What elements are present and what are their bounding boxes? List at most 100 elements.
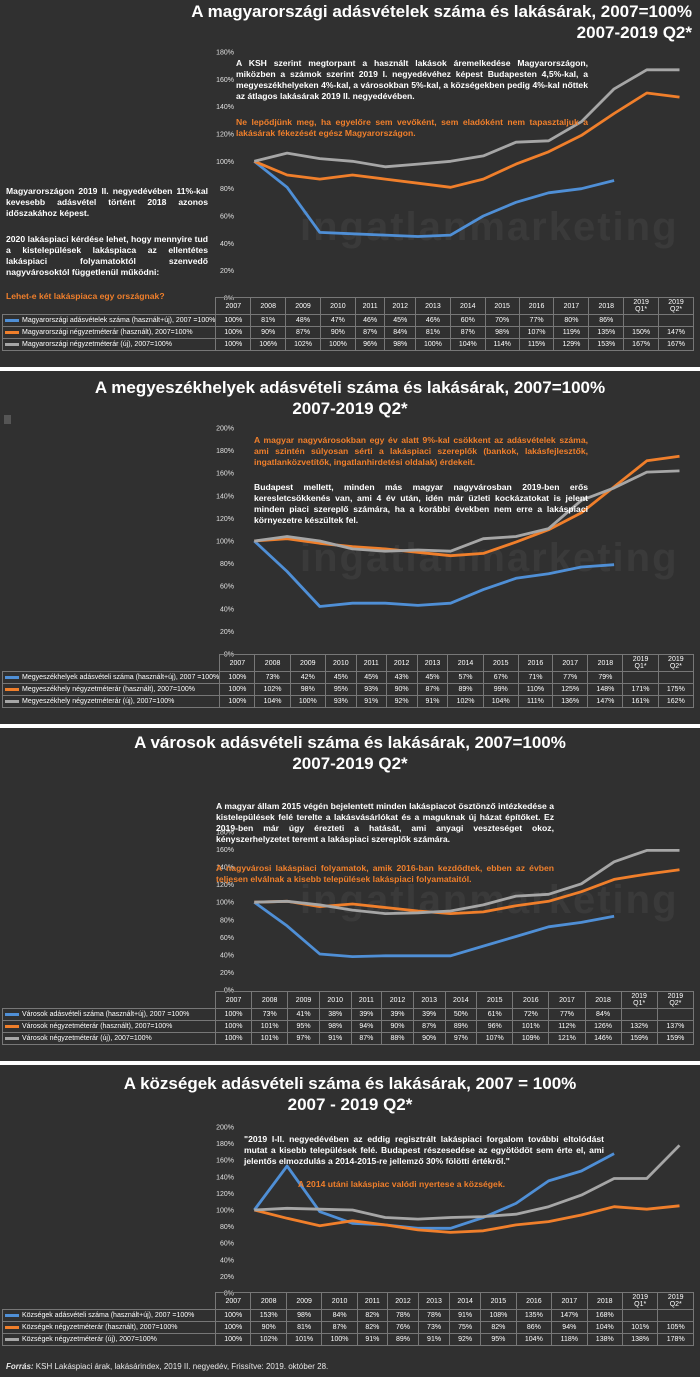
data-label: 138% bbox=[621, 1333, 659, 1346]
data-label: 100% bbox=[214, 1008, 253, 1021]
y-tick-label: 120% bbox=[216, 1191, 234, 1198]
data-label: 90% bbox=[250, 326, 287, 339]
data-label: 150% bbox=[623, 326, 660, 339]
data-label: 45% bbox=[384, 314, 416, 327]
data-label: 153% bbox=[250, 1309, 287, 1322]
data-label: 126% bbox=[584, 1020, 622, 1033]
table-corner bbox=[3, 655, 220, 672]
data-label: 107% bbox=[476, 1032, 514, 1045]
year-header: 2014 bbox=[447, 654, 484, 672]
data-label: 132% bbox=[620, 1020, 658, 1033]
year-header: 2007 bbox=[215, 297, 252, 315]
data-label: 86% bbox=[588, 314, 625, 327]
year-header: 2019 Q1* bbox=[620, 991, 658, 1009]
year-header: 2016 bbox=[515, 1292, 553, 1310]
y-tick-label: 80% bbox=[220, 917, 234, 924]
year-header: 2015 bbox=[484, 297, 520, 315]
data-label bbox=[658, 314, 694, 327]
data-label: 89% bbox=[444, 1020, 478, 1033]
table-corner bbox=[3, 298, 216, 315]
data-label bbox=[620, 1008, 658, 1021]
series-line-2 bbox=[254, 469, 680, 553]
legend-entry: Magyarországi adásvételek száma (használ… bbox=[1, 314, 217, 327]
chart-title-line1: A megyeszékhelyek adásvételi száma és la… bbox=[94, 378, 606, 397]
data-label: 48% bbox=[285, 314, 321, 327]
data-label: 95% bbox=[324, 683, 357, 696]
year-header: 2013 bbox=[415, 297, 451, 315]
data-label: 100% bbox=[321, 1333, 358, 1346]
watermark: ingatlanmarketing bbox=[300, 878, 679, 922]
table-header-row: 2007 2008 2009 2010 2011 2012 2013 2014 2015 2016… bbox=[3, 654, 695, 672]
year-header: 2011 bbox=[355, 654, 387, 672]
data-label: 77% bbox=[548, 1008, 586, 1021]
year-header: 2008 bbox=[251, 991, 289, 1009]
data-label: 100% bbox=[219, 683, 256, 696]
data-label: 90% bbox=[319, 326, 356, 339]
legend-swatch bbox=[5, 330, 19, 334]
legend-entry: Községek négyzetméterár (használt), 2007… bbox=[2, 1321, 216, 1334]
series-line-1 bbox=[253, 91, 680, 189]
data-label: 95% bbox=[287, 1020, 320, 1033]
year-header: 2015 bbox=[480, 1292, 517, 1310]
year-header: 2019 Q2* bbox=[656, 991, 695, 1009]
y-tick-label: 140% bbox=[216, 865, 234, 872]
panel-county-seats: A megyeszékhelyek adásvételi száma és la… bbox=[0, 371, 700, 724]
y-tick-label: 120% bbox=[216, 882, 234, 889]
chart-subtitle: 2007-2019 Q2* bbox=[292, 399, 408, 418]
panel-villages: A községek adásvételi száma és lakásárak… bbox=[0, 1065, 700, 1377]
chart-title-line1: A magyarországi adásvételek száma és lak… bbox=[191, 2, 692, 21]
note-winner: A 2014 utáni lakáspiac valódi nyertese a… bbox=[298, 1179, 505, 1189]
year-header: 2007 bbox=[214, 991, 253, 1009]
data-label: 168% bbox=[586, 1309, 623, 1322]
y-tick-label: 20% bbox=[220, 970, 234, 977]
data-table-hungary: 2007 2008 2009 2010 2011 2012 2013 2014 2015 2016… bbox=[1, 297, 694, 351]
data-label: 138% bbox=[586, 1333, 623, 1346]
note-ksh: A KSH szerint megtorpant a használt laká… bbox=[236, 58, 588, 101]
note-demand: Budapest mellett, minden más magyar nagy… bbox=[254, 482, 588, 525]
data-label: 101% bbox=[251, 1032, 289, 1045]
data-label: 60% bbox=[449, 314, 486, 327]
data-label: 129% bbox=[553, 338, 590, 351]
watermark: ingatlanmarketing bbox=[300, 205, 679, 249]
data-label: 38% bbox=[318, 1008, 352, 1021]
year-header: 2012 bbox=[384, 297, 416, 315]
legend-entry: Városok négyzetméterár (új), 2007=100% bbox=[2, 1032, 216, 1045]
table-header-row: 2007 2008 2009 2010 2011 2012 2013 2014 2015 2016… bbox=[3, 1292, 694, 1310]
data-label: 73% bbox=[251, 1008, 289, 1021]
table-row: Községek négyzetméterár (használt), 2007… bbox=[2, 1321, 694, 1334]
data-label: 121% bbox=[548, 1032, 586, 1045]
y-tick-label: 60% bbox=[220, 584, 234, 591]
data-label: 96% bbox=[354, 338, 386, 351]
y-tick-label: 200% bbox=[216, 1125, 234, 1132]
year-header: 2017 bbox=[552, 654, 589, 672]
chart-title: A megyeszékhelyek adásvételi száma és la… bbox=[0, 377, 700, 419]
legend-swatch bbox=[5, 675, 19, 679]
data-label: 91% bbox=[416, 695, 449, 708]
data-label: 100% bbox=[415, 338, 451, 351]
data-label: 57% bbox=[447, 671, 484, 684]
y-tick-label: 100% bbox=[216, 900, 234, 907]
y-tick-label: 120% bbox=[216, 516, 234, 523]
data-label: 119% bbox=[553, 326, 590, 339]
data-label: 46% bbox=[354, 314, 386, 327]
data-label: 162% bbox=[657, 695, 695, 708]
y-tick-label: 140% bbox=[216, 104, 234, 111]
y-tick-label: 100% bbox=[216, 159, 234, 166]
data-label: 94% bbox=[551, 1321, 588, 1334]
data-label: 159% bbox=[620, 1032, 658, 1045]
data-label: 70% bbox=[484, 314, 520, 327]
year-header: 2010 bbox=[321, 1292, 358, 1310]
legend-entry: Városok adásvételi száma (használt+új), … bbox=[2, 1008, 216, 1021]
y-tick-label: 20% bbox=[220, 268, 234, 275]
data-label: 81% bbox=[250, 314, 287, 327]
y-tick-label: 60% bbox=[220, 214, 234, 221]
data-label bbox=[622, 671, 659, 684]
year-header: 2010 bbox=[318, 991, 352, 1009]
year-header: 2017 bbox=[551, 1292, 588, 1310]
data-label: 90% bbox=[412, 1032, 446, 1045]
panel-separator bbox=[0, 724, 700, 728]
data-label bbox=[621, 1309, 659, 1322]
data-label: 45% bbox=[324, 671, 357, 684]
year-header: 2017 bbox=[553, 297, 590, 315]
data-table-villages: 2007 2008 2009 2010 2011 2012 2013 2014 2015 2016… bbox=[2, 1292, 694, 1346]
